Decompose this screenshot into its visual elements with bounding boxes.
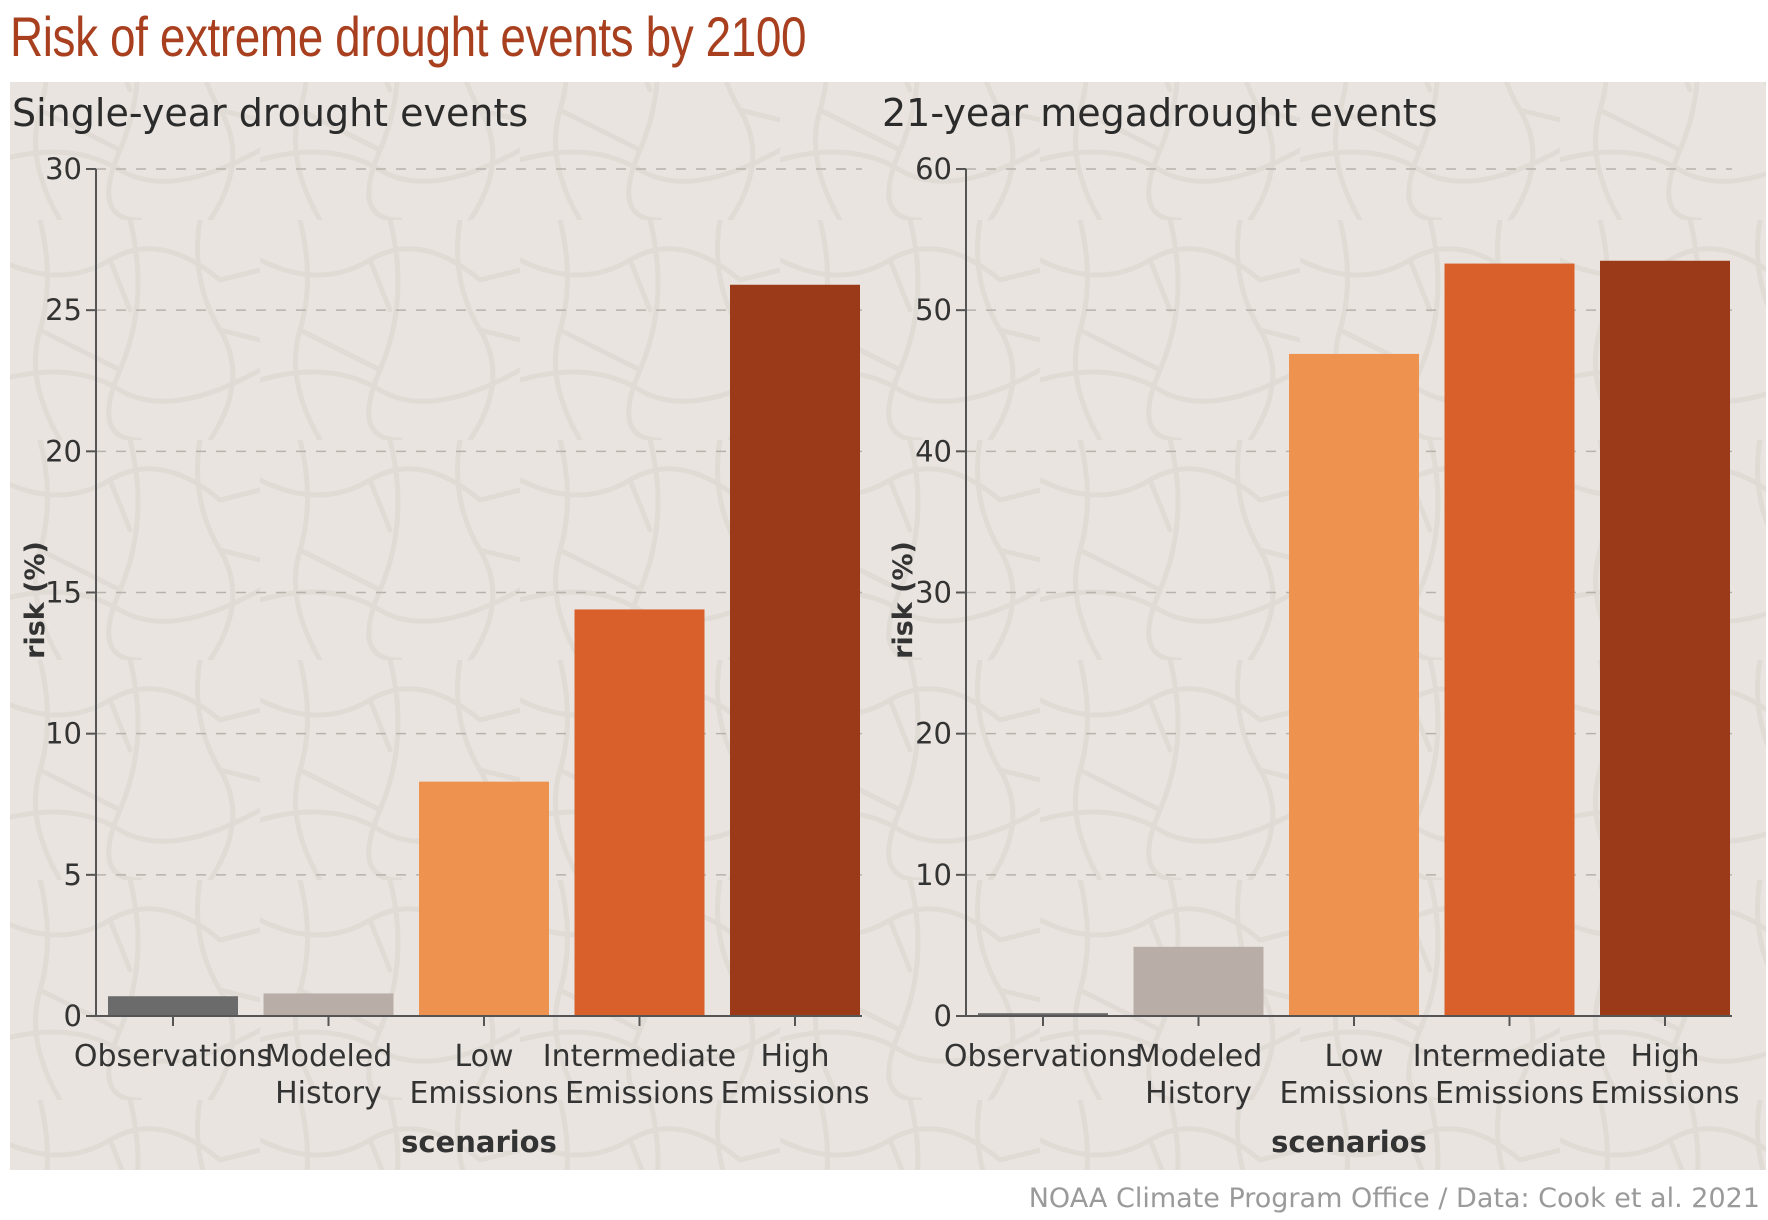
y-tick-label: 0	[64, 999, 82, 1033]
chart-panel-1: Single-year drought events 0 5 10 15 20 25 30 Ob…	[12, 91, 870, 1159]
y-tick-label: 60	[915, 152, 952, 186]
bar-low-emissions	[419, 781, 549, 1016]
y-tick-label: 10	[915, 858, 952, 892]
x-tick-label: Emissions	[409, 1076, 558, 1111]
x-tick-label: Observations	[74, 1039, 272, 1074]
x-tick-label: Modeled	[1135, 1039, 1263, 1074]
bar-observations	[108, 996, 238, 1016]
chart-title: Risk of extreme drought events by 2100	[10, 5, 807, 68]
x-tick-label: High	[1631, 1039, 1700, 1074]
y-axis-label: risk (%)	[888, 541, 919, 659]
y-tick-label: 10	[45, 717, 82, 751]
bar-modeled-history	[1133, 946, 1264, 1016]
x-tick-label: Modeled	[265, 1039, 393, 1074]
panel-title: 21-year megadrought events	[882, 91, 1438, 135]
bar-low-emissions	[1289, 353, 1419, 1016]
panel-title: Single-year drought events	[12, 91, 528, 135]
y-tick-label: 0	[934, 999, 952, 1033]
x-tick-label: High	[761, 1039, 830, 1074]
bar-high-emissions	[1600, 260, 1730, 1017]
x-tick-label: Low	[1324, 1039, 1383, 1074]
x-axis-label: scenarios	[401, 1125, 557, 1159]
x-tick-label: Emissions	[565, 1076, 714, 1111]
x-tick-label: History	[1145, 1076, 1252, 1111]
y-tick-label: 25	[45, 293, 82, 327]
x-tick-label: Low	[454, 1039, 513, 1074]
bar-observations	[978, 1013, 1108, 1016]
chart-panel-2: 21-year megadrought events 0 10 20 30 40 50 60 O…	[882, 91, 1740, 1159]
x-tick-label: Intermediate	[1413, 1039, 1607, 1074]
y-tick-label: 40	[915, 434, 952, 468]
y-axis-label: risk (%)	[20, 541, 51, 659]
y-tick-label: 50	[915, 293, 952, 327]
x-tick-label: Observations	[944, 1039, 1142, 1074]
bar-intermediate-emissions	[574, 609, 705, 1016]
y-tick-label: 5	[64, 858, 82, 892]
y-tick-label: 15	[45, 576, 82, 610]
x-tick-label: Emissions	[720, 1076, 869, 1111]
y-tick-label: 20	[915, 717, 952, 751]
x-tick-label: Emissions	[1590, 1076, 1739, 1111]
source-credit: NOAA Climate Program Office / Data: Cook…	[1028, 1183, 1760, 1214]
bar-high-emissions	[730, 284, 860, 1016]
y-tick-label: 30	[915, 576, 952, 610]
y-tick-label: 30	[45, 152, 82, 186]
x-tick-label: Emissions	[1435, 1076, 1584, 1111]
x-axis-label: scenarios	[1271, 1125, 1427, 1159]
y-tick-label: 20	[45, 434, 82, 468]
x-tick-label: History	[275, 1076, 382, 1111]
bar-intermediate-emissions	[1444, 263, 1575, 1016]
x-tick-label: Intermediate	[543, 1039, 737, 1074]
bar-modeled-history	[263, 993, 394, 1016]
x-tick-label: Emissions	[1279, 1076, 1428, 1111]
